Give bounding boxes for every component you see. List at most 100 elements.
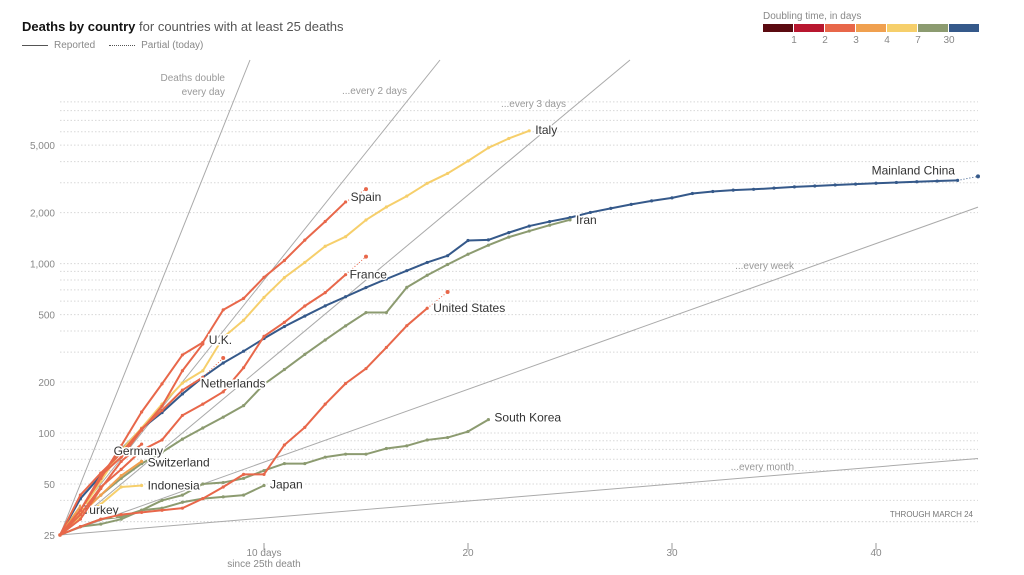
data-point (344, 324, 348, 328)
series-label: Indonesia (148, 478, 200, 492)
data-point (303, 314, 307, 318)
series-label: Switzerland (148, 455, 210, 469)
doubling-tick: 4 (884, 35, 890, 46)
data-point (262, 275, 266, 279)
data-point (282, 443, 286, 447)
doubling-swatch (856, 24, 886, 32)
y-tick-label: 1,000 (30, 260, 55, 271)
data-point (323, 455, 327, 459)
y-tick-label: 500 (38, 311, 55, 322)
y-tick-label: 200 (38, 378, 55, 389)
reference-line (59, 206, 979, 536)
data-point (140, 427, 144, 431)
x-axis-sublabel: since 25th death (227, 559, 300, 570)
data-point (466, 429, 470, 434)
legend-reported: Reported (54, 40, 96, 51)
data-point (282, 275, 286, 280)
data-point (364, 366, 368, 371)
doubling-legend-title: Doubling time, in days (763, 11, 862, 22)
data-point (140, 442, 144, 446)
reported-line-swatch (22, 45, 48, 46)
data-point (303, 425, 307, 429)
series-label: Italy (535, 123, 557, 137)
data-point (78, 512, 82, 517)
data-point (119, 455, 123, 459)
data-point (568, 218, 572, 222)
data-point (303, 352, 307, 357)
series-line (59, 218, 571, 536)
data-point (915, 180, 919, 184)
data-point (78, 493, 82, 497)
partial-point (364, 254, 368, 259)
data-point (446, 254, 450, 258)
data-point (364, 452, 368, 456)
data-point (527, 229, 531, 233)
reference-line-label: ...every month (731, 462, 794, 473)
data-point (609, 206, 613, 210)
data-point (242, 476, 246, 480)
data-point (466, 159, 470, 163)
data-point (119, 467, 123, 471)
data-point (405, 285, 409, 289)
data-point (894, 180, 899, 185)
data-point (242, 318, 246, 322)
data-point (486, 417, 490, 422)
series-line (59, 343, 204, 536)
data-point (323, 219, 327, 224)
data-point (405, 444, 409, 448)
data-point (201, 497, 205, 501)
series-label: Netherlands (201, 376, 266, 390)
data-point (262, 483, 266, 488)
data-point (78, 517, 82, 521)
data-point (221, 415, 225, 419)
data-point (405, 324, 409, 328)
data-point (180, 388, 184, 392)
data-point (466, 238, 470, 243)
data-point (99, 471, 103, 475)
data-point (323, 291, 327, 295)
data-point (425, 181, 429, 185)
series-line (59, 307, 428, 536)
doubling-tick: 3 (853, 35, 859, 46)
data-point (344, 235, 348, 239)
data-point (180, 413, 184, 418)
data-point (242, 349, 246, 353)
data-point (384, 205, 388, 209)
series-line (59, 376, 204, 536)
data-point (78, 508, 82, 512)
x-tick-label: 30 (666, 548, 678, 559)
data-point (119, 485, 123, 489)
doubling-swatch (763, 24, 793, 32)
data-point (384, 446, 388, 451)
data-point (323, 338, 327, 342)
data-point (568, 216, 572, 220)
data-point (242, 472, 246, 476)
data-point (629, 202, 633, 206)
doubling-swatch (918, 24, 948, 32)
series-label: Turkey (82, 503, 118, 517)
data-point (874, 181, 878, 185)
chart-title: Deaths by country for countries with at … (22, 19, 344, 34)
data-point (344, 452, 348, 456)
data-point (140, 448, 144, 452)
legend-partial: Partial (today) (141, 40, 204, 51)
series-label: South Korea (494, 411, 561, 425)
reference-line (59, 458, 979, 536)
data-point (507, 136, 511, 141)
reference-line-label: ...every week (735, 261, 795, 272)
data-point (527, 129, 531, 133)
doubling-swatch (825, 24, 855, 32)
data-point (221, 485, 225, 489)
data-point (99, 486, 103, 491)
doubling-swatch (949, 24, 979, 32)
series-label: Spain (351, 190, 382, 204)
series-label: Japan (270, 477, 303, 491)
data-point (160, 404, 164, 408)
data-point (833, 183, 837, 187)
data-point (384, 345, 388, 350)
data-point (180, 493, 184, 497)
data-point (303, 461, 307, 466)
data-point (58, 533, 62, 537)
data-point (262, 468, 266, 473)
